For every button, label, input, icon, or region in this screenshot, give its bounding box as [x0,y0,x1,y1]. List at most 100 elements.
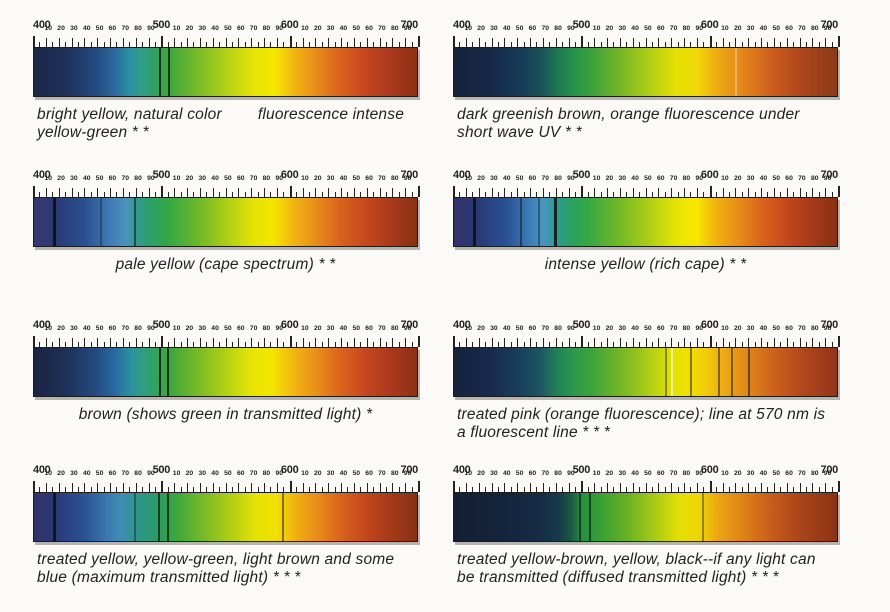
wavelength-minor-label: 70 [541,175,550,182]
spectrum-strip [453,197,838,247]
wavelength-minor-label: 90 [823,175,832,182]
ruler-tick [735,38,737,47]
ruler-tick [536,192,538,197]
ruler-tick [478,483,480,492]
ruler-tick [135,338,137,347]
wavelength-minor-label: 30 [326,470,335,477]
wavelength-ruler: 400 10 20 30 40 50 60 70 80 90 500 10 20 30 40 50 60 70 80… [33,465,420,492]
wavelength-ruler: 400 10 20 30 40 50 60 70 80 90 500 10 20 30 40 50 60 70 80… [33,169,420,197]
ruler-tick [587,192,589,197]
caption-line: bright yellow, natural color fluorescenc… [37,106,405,123]
wavelength-minor-label: 30 [746,470,755,477]
ruler-tick [542,188,544,197]
wavelength-minor-label: 10 [464,325,473,332]
ruler-tick [231,192,233,197]
absorption-line [579,493,582,541]
wavelength-minor-label: 80 [810,175,819,182]
treated-yellow-brown-spectrum: 400 10 20 30 40 50 60 70 80 90 500 10 20 30 40 50 60 70 80… [453,465,840,588]
wavelength-minor-label: 60 [365,25,373,32]
ruler-tick [773,188,775,197]
wavelength-minor-label: 80 [262,175,271,182]
ruler-tick [103,192,105,197]
ruler-tick [77,42,79,47]
wavelength-minor-label: 40 [759,470,768,477]
ruler-tick [206,42,208,47]
ruler-tick [385,42,387,47]
ruler-tick [219,342,221,347]
absorption-line [473,198,477,246]
ruler-tick [154,192,156,197]
ruler-tick [555,483,557,492]
wavelength-minor-label: 60 [528,470,537,477]
ruler-tick [645,38,647,47]
ruler-tick [65,487,67,492]
wavelength-major-label: 500 [152,169,171,181]
wavelength-major-label: 700 [820,169,839,181]
ruler-tick [786,38,788,47]
ruler-tick [142,342,144,347]
ruler-tick [135,188,137,197]
ruler-tick [84,188,86,197]
intense-yellow-rich-cape-spectrum: 400 10 20 30 40 50 60 70 80 90 500 10 20 30 40 50 60 70 80… [453,169,840,320]
wavelength-minor-label: 40 [339,325,348,332]
ruler-tick [219,192,221,197]
ruler-tick [607,38,608,47]
wavelength-minor-label: 60 [785,25,793,32]
ruler-tick [677,192,679,197]
wavelength-minor-label: 20 [605,470,614,477]
ruler-tick [398,342,400,347]
ruler-tick [581,481,584,492]
ruler-tick [754,192,756,197]
ruler-tick [148,483,150,492]
wavelength-minor-label: 10 [592,325,601,332]
ruler-tick [555,188,557,197]
wavelength-minor-label: 10 [301,470,309,477]
ruler-tick [212,188,214,197]
ruler-tick [296,487,298,492]
ruler-tick [478,338,480,347]
ruler-tick [167,487,169,492]
ruler-tick [174,188,176,197]
wavelength-minor-label: 90 [567,470,575,477]
ruler-tick [812,38,814,47]
ruler-tick [283,42,285,47]
ruler-tick [385,342,387,347]
ruler-tick [231,42,233,47]
ruler-tick [321,342,323,347]
wavelength-minor-label: 90 [567,325,575,332]
spectrum-caption: pale yellow (cape spectrum) * * [33,256,418,274]
wavelength-minor-label: 50 [224,325,232,332]
ruler-tick [251,338,253,347]
fluorescent-line [734,48,737,96]
ruler-tick [142,487,144,492]
absorption-line [553,198,557,246]
ruler-tick [812,483,814,492]
spectrum-caption: brown (shows green in transmitted light)… [33,406,418,424]
ruler-tick [418,336,420,347]
wavelength-minor-label: 20 [57,325,65,332]
ruler-tick [360,342,362,347]
ruler-tick [270,342,272,347]
wavelength-minor-label: 90 [823,325,832,332]
ruler-tick [472,342,474,347]
wavelength-minor-label: 40 [759,25,768,32]
ruler-tick [542,338,544,347]
ruler-tick [238,38,240,47]
wavelength-minor-label: 50 [515,325,524,332]
ruler-tick [741,42,743,47]
ruler-tick [581,186,584,197]
ruler-tick [328,188,330,197]
ruler-tick [581,36,584,47]
ruler-tick [748,338,750,347]
ruler-tick [77,342,79,347]
ruler-tick [485,192,487,197]
ruler-tick [167,192,169,197]
absorption-line [100,198,103,246]
ruler-tick [360,42,362,47]
ruler-tick [116,342,118,347]
ruler-tick [786,188,788,197]
wavelength-minor-label: 90 [147,25,155,32]
wavelength-minor-label: 50 [352,470,361,477]
ruler-tick [716,487,718,492]
wavelength-minor-label: 40 [759,175,768,182]
